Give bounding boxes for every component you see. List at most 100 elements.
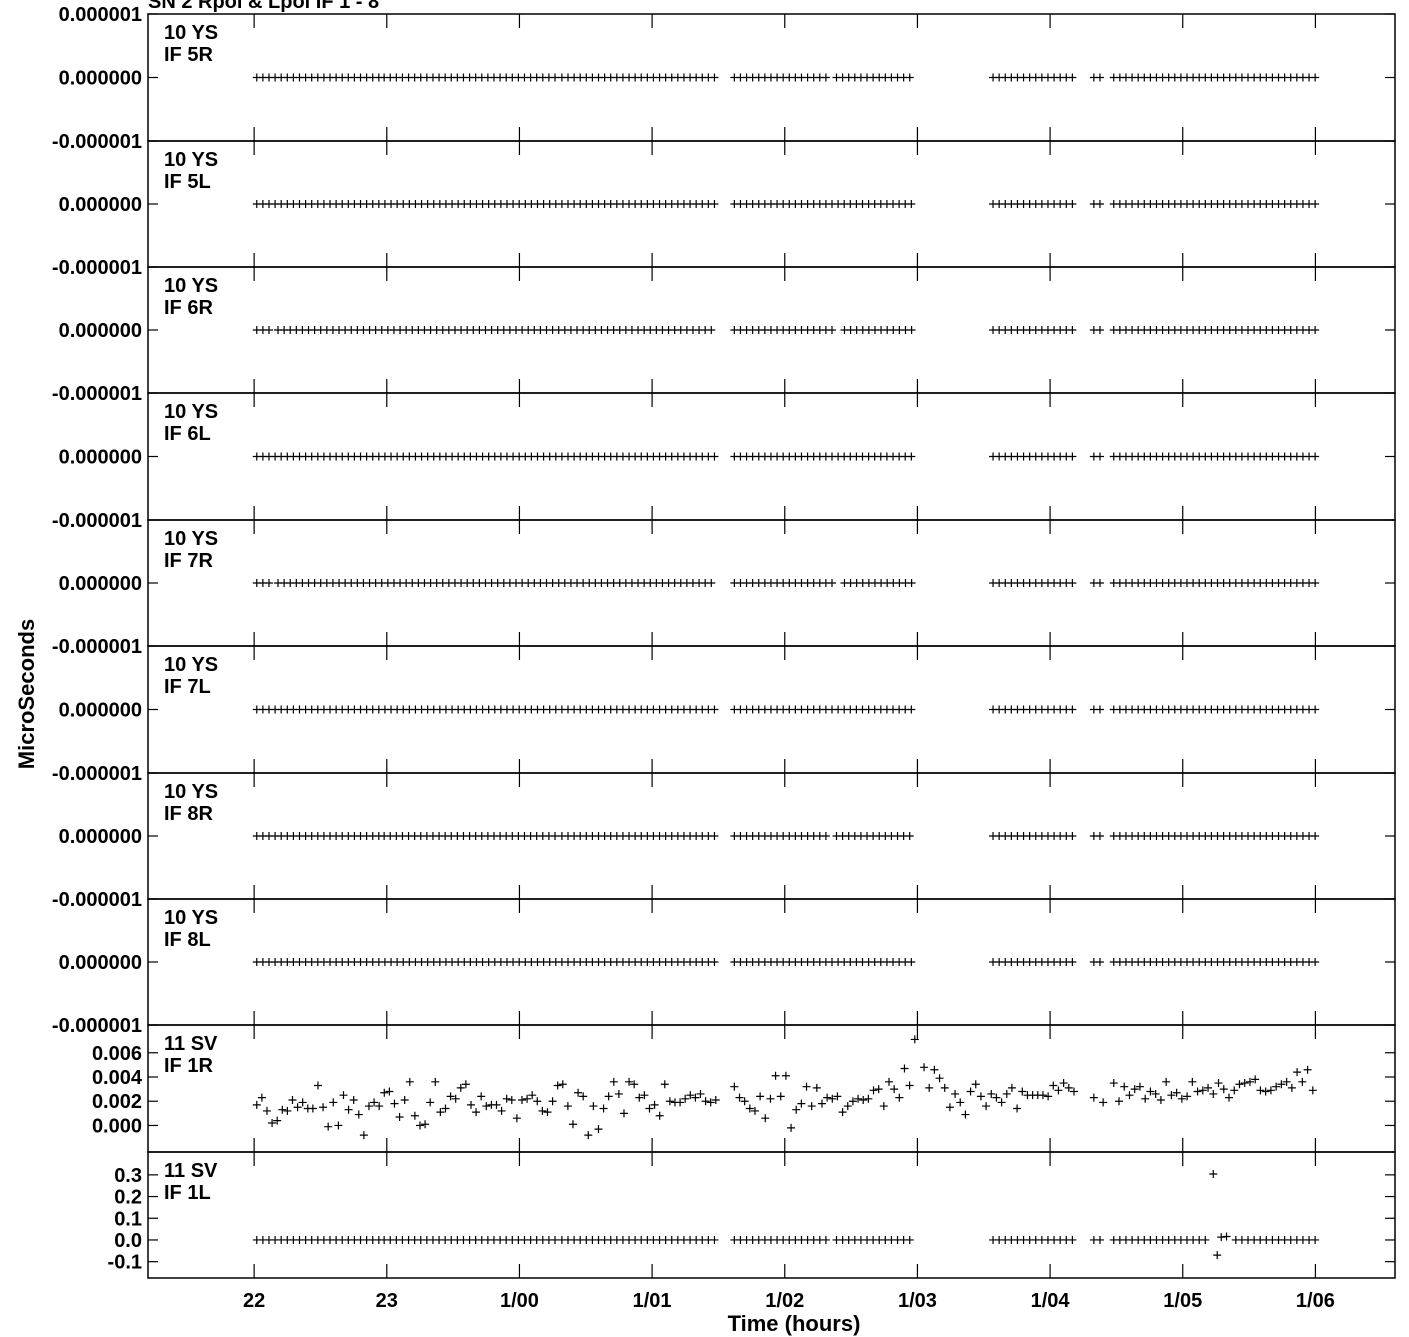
data-point — [1311, 705, 1320, 714]
data-point — [523, 1094, 532, 1103]
data-point — [319, 1103, 328, 1112]
data-point — [905, 1235, 914, 1244]
data-point — [1156, 1096, 1165, 1105]
data-point — [956, 1098, 965, 1107]
data-point — [940, 1083, 949, 1092]
data-point — [907, 326, 916, 334]
data-point — [1109, 1079, 1118, 1088]
data-point — [563, 1102, 572, 1111]
data-point — [966, 1087, 975, 1096]
data-point — [252, 1100, 261, 1109]
data-point — [1125, 1091, 1134, 1100]
panel-label-if: IF 6R — [164, 297, 213, 319]
data-point — [1002, 1089, 1011, 1098]
data-point — [1089, 1093, 1098, 1102]
x-tick-label: 1/01 — [633, 1290, 672, 1312]
data-point — [288, 1096, 297, 1105]
data-point — [874, 1085, 883, 1094]
data-point — [797, 1099, 806, 1108]
data-point-outlier — [1217, 1233, 1226, 1242]
data-point — [707, 579, 716, 587]
data-point — [497, 1106, 506, 1115]
data-point — [1311, 1235, 1320, 1244]
data-point — [843, 1102, 852, 1111]
data-point — [553, 1081, 562, 1090]
data-point — [905, 73, 914, 82]
data-point — [686, 1091, 695, 1100]
data-point — [821, 73, 830, 82]
data-point — [1240, 1079, 1249, 1088]
data-point — [1193, 1087, 1202, 1096]
panel-label-station: 10 YS — [164, 149, 218, 171]
data-point — [1135, 1082, 1144, 1091]
data-point — [827, 579, 836, 587]
data-point — [1167, 1091, 1176, 1100]
y-tick-label: 0.000000 — [59, 194, 142, 216]
data-point — [415, 1121, 424, 1130]
data-point — [298, 1098, 307, 1107]
data-point — [701, 1097, 710, 1106]
data-point — [635, 1093, 644, 1102]
y-tick-label: 0.004 — [92, 1067, 143, 1089]
data-point — [264, 326, 273, 334]
y-tick-label: 0.000000 — [59, 826, 142, 848]
data-point — [910, 1035, 919, 1044]
data-point — [1162, 1077, 1171, 1086]
data-point — [441, 1104, 450, 1113]
data-point — [740, 1097, 749, 1106]
data-point — [339, 1091, 348, 1100]
data-point — [533, 1097, 542, 1106]
y-tick-label: -0.1 — [108, 1252, 142, 1274]
data-point — [1095, 958, 1104, 966]
data-point — [551, 73, 559, 82]
data-point — [405, 1077, 414, 1086]
data-point — [604, 1092, 613, 1101]
data-point — [354, 1110, 363, 1119]
data-point — [1277, 1080, 1286, 1089]
y-tick-label: 0.1 — [114, 1208, 142, 1230]
data-point — [907, 705, 916, 714]
data-point — [1018, 1087, 1027, 1096]
data-point — [1303, 1065, 1312, 1074]
data-point — [907, 958, 916, 966]
data-point — [1266, 1086, 1275, 1095]
data-point — [817, 1099, 826, 1108]
data-point — [1251, 1075, 1260, 1084]
data-point — [1141, 1094, 1150, 1103]
data-point — [828, 1094, 837, 1103]
data-point — [710, 705, 719, 714]
data-point — [1151, 1089, 1160, 1098]
data-point — [1068, 452, 1077, 461]
chart-title: SN 2 Rpol & Lpol IF 1 - 8 — [148, 0, 379, 13]
y-tick-label: 0.000000 — [59, 952, 142, 974]
data-point — [854, 1094, 863, 1103]
data-point — [821, 832, 830, 840]
data-point — [665, 1097, 674, 1106]
data-point — [344, 1105, 353, 1114]
data-point — [1272, 1082, 1281, 1091]
data-point — [614, 1089, 623, 1098]
data-point — [1068, 326, 1077, 334]
data-point — [1095, 326, 1104, 334]
y-tick-label: 0.000000 — [59, 573, 142, 595]
data-point — [400, 1096, 409, 1105]
data-point — [1130, 1085, 1139, 1094]
data-point — [771, 1071, 780, 1080]
data-point — [1095, 832, 1104, 840]
data-point — [640, 1091, 649, 1100]
data-point — [543, 1108, 552, 1117]
panel-label-if: IF 5R — [164, 44, 213, 66]
data-point — [1172, 1088, 1181, 1097]
data-point — [745, 1104, 754, 1113]
data-point — [706, 1098, 715, 1107]
data-point — [502, 1094, 511, 1103]
data-point — [1293, 1068, 1302, 1077]
panel-label-station: 10 YS — [164, 654, 218, 676]
data-point — [982, 1102, 991, 1111]
